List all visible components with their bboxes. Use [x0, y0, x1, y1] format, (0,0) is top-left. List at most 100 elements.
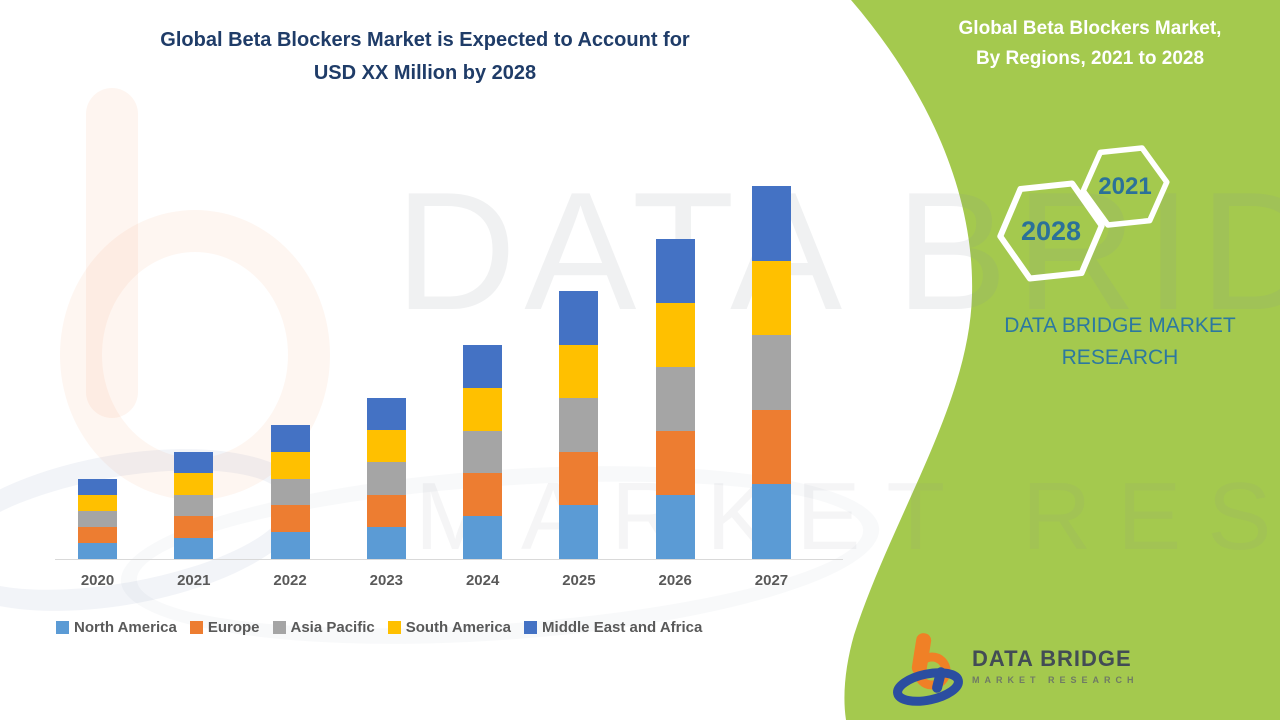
bar-2021-segment-north-america — [174, 537, 214, 559]
bar-2020-segment-south-america — [78, 495, 117, 511]
side-panel-brand-line2: RESEARCH — [1061, 346, 1179, 369]
stacked-bar-plot — [78, 179, 791, 559]
bar-2021 — [174, 452, 214, 559]
bar-2024-segment-middle-east-and-africa — [463, 345, 503, 388]
x-axis-label-2022: 2022 — [271, 572, 310, 589]
bar-2024-segment-europe — [463, 473, 503, 517]
legend-swatch-icon — [56, 621, 69, 634]
legend-label: South America — [405, 619, 512, 636]
bar-2023-segment-north-america — [366, 526, 406, 559]
x-axis-label-2025: 2025 — [559, 572, 598, 589]
x-axis-label-2026: 2026 — [656, 572, 695, 589]
chart-title: Global Beta Blockers Market is Expected … — [55, 24, 795, 90]
bar-2022-segment-asia-pacific — [270, 478, 310, 506]
legend-item-north-america: North America — [56, 619, 177, 636]
x-axis-label-2020: 2020 — [78, 572, 117, 589]
bar-2025-segment-europe — [559, 451, 599, 506]
bar-2021-segment-south-america — [174, 473, 214, 495]
bar-2024-segment-north-america — [463, 516, 503, 559]
hexagon-2028-outline — [997, 180, 1105, 282]
x-axis-label-text: 2020 — [80, 572, 115, 589]
bar-2025-segment-south-america — [559, 344, 599, 399]
databridge-logo-mark — [890, 629, 968, 707]
bar-2020-segment-north-america — [78, 543, 117, 559]
bar-2025-segment-middle-east-and-africa — [559, 291, 599, 345]
legend-swatch-icon — [272, 621, 286, 634]
chart-title-line2: USD XX Million by 2028 — [313, 62, 537, 84]
side-panel-heading-line2: By Regions, 2021 to 2028 — [975, 48, 1205, 69]
legend-item-asia-pacific: Asia Pacific — [272, 619, 375, 636]
legend-label: Asia Pacific — [290, 619, 375, 636]
bar-2023-segment-middle-east-and-africa — [366, 398, 406, 431]
legend-swatch-icon — [524, 621, 538, 634]
legend-label: Middle East and Africa — [542, 619, 703, 636]
bar-2024 — [463, 345, 503, 559]
x-axis-label-text: 2021 — [177, 572, 211, 589]
bar-2026 — [655, 239, 695, 559]
bar-2021-segment-europe — [174, 516, 214, 538]
x-axis-label-text: 2026 — [658, 572, 692, 589]
x-axis-label-text: 2022 — [273, 572, 307, 589]
bar-2027-segment-north-america — [751, 484, 791, 559]
watermark-text-databridge: DATA BRIDGE — [395, 157, 1280, 345]
databridge-logo-name: DATA BRIDGE — [972, 645, 1132, 671]
bar-2022-segment-south-america — [270, 451, 310, 479]
x-axis-label-2027: 2027 — [752, 572, 791, 589]
watermark-text-marketresearch: MARKET RESEARCH — [415, 463, 1280, 570]
bar-2027 — [751, 186, 791, 559]
bar-2023-segment-asia-pacific — [366, 462, 406, 495]
hexagon-2028-label: 2028 — [1020, 216, 1082, 246]
bar-2020-segment-middle-east-and-africa — [78, 479, 117, 495]
bar-2026-segment-middle-east-and-africa — [655, 239, 695, 303]
bar-2023 — [366, 398, 406, 559]
bar-2020 — [78, 479, 117, 559]
legend-swatch-icon — [387, 621, 401, 634]
bar-2026-segment-asia-pacific — [655, 367, 695, 431]
hexagon-2021-outline — [1080, 145, 1170, 228]
legend-item-europe: Europe — [189, 619, 260, 636]
side-panel-brand-line1: DATA BRIDGE MARKET — [1004, 314, 1236, 337]
side-panel-brand: DATA BRIDGE MARKET RESEARCH — [960, 310, 1280, 374]
bar-2021-segment-middle-east-and-africa — [174, 452, 214, 474]
x-axis-label-2024: 2024 — [463, 572, 502, 589]
bar-2026-segment-north-america — [655, 495, 695, 559]
chart-legend: North America Europe Asia Pacific South Ame… — [56, 619, 702, 636]
hexagon-2021-label: 2021 — [1098, 173, 1152, 200]
bar-2022-segment-north-america — [270, 532, 310, 559]
bar-2027-segment-asia-pacific — [751, 335, 791, 410]
x-axis-label-text: 2027 — [754, 572, 789, 589]
bar-2024-segment-south-america — [463, 387, 503, 431]
x-axis-label-text: 2025 — [562, 572, 596, 589]
databridge-logo-text: DATA BRIDGE MARKET RESEARCH — [972, 646, 1139, 685]
legend-swatch-icon — [189, 621, 203, 634]
bar-2023-segment-south-america — [366, 430, 406, 463]
bar-2023-segment-europe — [366, 494, 406, 527]
x-axis-label-2023: 2023 — [367, 572, 406, 589]
legend-item-middle-east-and-africa: Middle East and Africa — [524, 619, 702, 636]
x-axis-label-text: 2024 — [465, 572, 500, 589]
side-panel-heading: Global Beta Blockers Market, By Regions,… — [930, 14, 1250, 74]
x-axis-labels: 2020 2021 2022 2023 2024 2025 2026 2027 — [78, 572, 791, 589]
bar-2027-segment-europe — [751, 409, 791, 485]
side-panel-heading-line1: Global Beta Blockers Market, — [958, 18, 1222, 39]
bar-2025 — [559, 291, 599, 559]
x-axis-label-text: 2023 — [369, 572, 404, 589]
bar-2022-segment-middle-east-and-africa — [270, 425, 310, 452]
x-axis-line — [55, 559, 843, 560]
databridge-logo-subtitle: MARKET RESEARCH — [972, 674, 1139, 685]
bar-2026-segment-europe — [655, 431, 695, 495]
bar-2024-segment-asia-pacific — [463, 430, 503, 474]
legend-item-south-america: South America — [387, 619, 512, 636]
bar-2027-segment-middle-east-and-africa — [751, 186, 791, 261]
bar-2020-segment-asia-pacific — [78, 511, 117, 527]
bar-2026-segment-south-america — [655, 303, 695, 367]
x-axis-label-2021: 2021 — [174, 572, 213, 589]
bar-2022 — [270, 425, 310, 559]
side-panel-shape — [844, 0, 1280, 720]
bar-2022-segment-europe — [270, 505, 310, 533]
bar-2025-segment-north-america — [559, 505, 599, 559]
bar-2021-segment-asia-pacific — [174, 494, 214, 517]
bar-2027-segment-south-america — [751, 260, 791, 336]
legend-label: Europe — [207, 619, 260, 636]
